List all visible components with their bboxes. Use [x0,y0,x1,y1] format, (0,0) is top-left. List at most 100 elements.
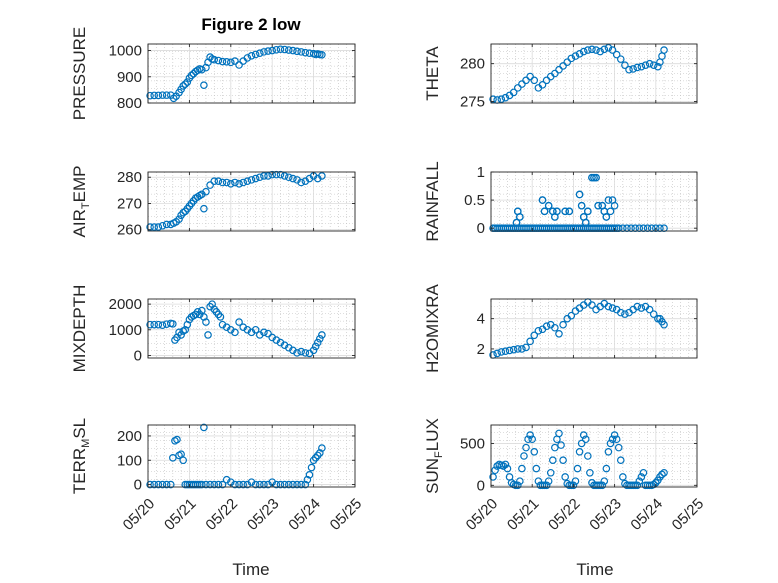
data-point [264,47,272,55]
data-point [551,69,559,78]
data-point [218,480,227,489]
data-point [518,345,526,353]
data-point [222,178,231,187]
data-point [255,173,264,182]
data-point [526,72,534,81]
data-point [561,473,569,481]
data-point [503,464,512,473]
data-point [247,51,256,60]
data-point [658,470,666,479]
y-tick-label: 200 [117,428,142,445]
data-point [311,342,320,351]
data-point [183,78,192,86]
data-point [497,95,506,104]
data-point [214,480,223,489]
data-point [555,429,563,438]
y-axis-label-main: SUN [423,458,442,494]
data-point [534,477,543,485]
data-point [513,345,522,353]
data-point [181,80,190,88]
data-point [602,464,611,473]
data-point [608,46,617,54]
y-tick-label: 900 [117,69,142,86]
data-point [202,318,210,326]
data-point [216,313,225,321]
data-point [318,331,326,339]
data-point [318,172,326,180]
data-point [588,45,596,54]
data-point [575,448,584,456]
data-point [621,61,629,69]
y-tick-label: 800 [117,95,142,112]
data-point [193,480,202,489]
plot-area-air_temp [148,172,355,231]
y-axis-label-main: RAINFALL [423,161,442,241]
data-point [512,218,521,227]
data-point [166,480,175,489]
data-point [608,304,617,312]
data-point [522,76,530,85]
data-point [606,207,615,216]
y-axis-label-theta: THETA [423,46,442,101]
data-point [243,54,252,62]
data-point [210,55,219,64]
data-point [301,480,310,489]
data-point [309,346,318,355]
data-point [616,456,625,464]
data-point [530,448,539,456]
data-point [505,346,514,355]
data-point [612,50,621,59]
data-point [553,207,561,216]
data-point [586,468,594,477]
data-point [629,65,637,73]
data-point [542,76,551,85]
data-point [284,173,293,182]
subplot-air_temp: 260 270 280 AIRTEMP [70,166,356,239]
data-point [579,47,588,56]
data-point [604,448,613,456]
data-point [594,201,602,210]
axes-box-rainfall [490,171,698,232]
data-point [284,480,293,489]
data-point [154,223,163,231]
data-point [489,95,497,104]
data-point [218,178,227,187]
data-point [604,43,613,52]
data-point [551,443,559,452]
data-point [198,65,206,74]
data-point [629,481,637,490]
data-point [150,320,159,329]
data-point [660,468,668,477]
data-point [243,480,252,489]
data-point [530,76,539,85]
data-point [491,466,499,475]
data-point [251,325,260,334]
y-tick-label: 100 [117,452,142,469]
y-tick-label: 1 [477,164,485,181]
data-point [542,481,551,490]
data-point [577,439,586,448]
data-point [534,326,543,335]
data-point [567,481,576,490]
y-tick-label: 0 [477,477,485,494]
data-point [516,477,524,485]
data-point [173,435,181,444]
data-point [584,452,592,460]
data-point [272,45,281,54]
y-tick-label: 270 [117,195,142,212]
y-axis-label-tail: LUX [423,418,442,451]
data-point [227,58,235,67]
data-point [641,61,650,69]
data-point [584,46,592,54]
data-point [222,58,231,66]
data-point [649,61,658,69]
subplot-mixdepth: 0 1000 2000 MIXDEPTH [70,285,356,372]
data-point [600,477,609,485]
x-axis-label-left: Time [232,560,269,579]
y-tick-label: 2000 [109,296,142,313]
data-point [518,80,526,88]
data-point [313,451,322,460]
data-point [612,435,621,444]
y-tick-label: 0 [134,477,142,494]
